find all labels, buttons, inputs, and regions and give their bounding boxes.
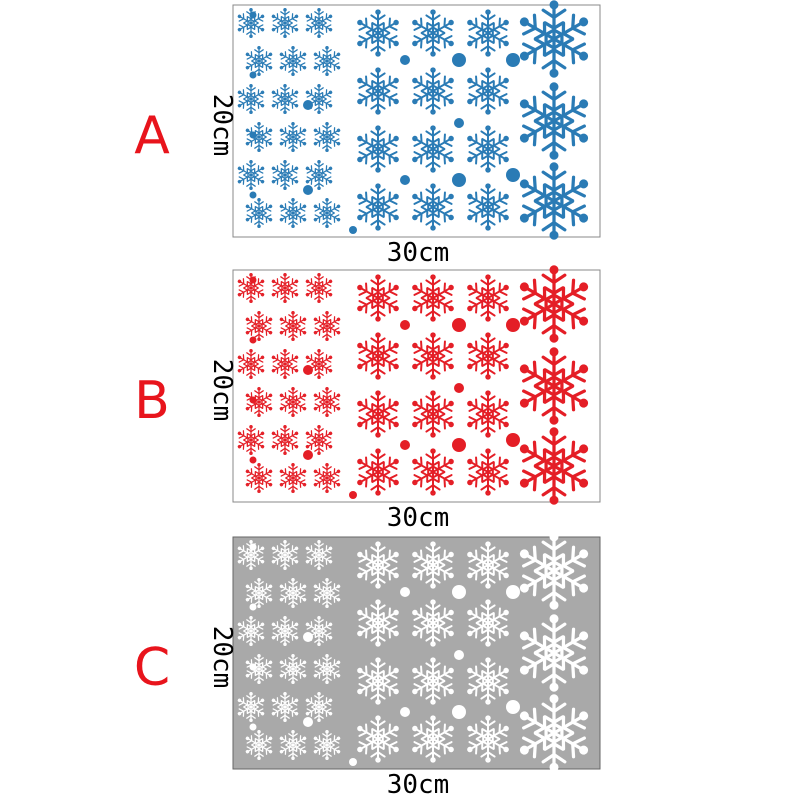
sticker-sheet <box>232 267 601 503</box>
dot <box>454 118 464 128</box>
dot <box>400 587 410 597</box>
dot <box>452 438 466 452</box>
dot <box>454 383 464 393</box>
dot <box>506 53 520 67</box>
dot <box>249 336 257 344</box>
dot <box>303 185 313 195</box>
dot <box>506 585 520 599</box>
dot <box>454 650 464 660</box>
width-label: 30cm <box>387 503 450 533</box>
dot <box>249 71 257 79</box>
dot <box>400 707 410 717</box>
dot <box>400 55 410 65</box>
variant-letter: B <box>134 371 170 431</box>
height-label: 20cm <box>207 359 237 422</box>
dot <box>303 365 313 375</box>
dot <box>400 440 410 450</box>
sticker-sheet <box>232 534 601 770</box>
dot <box>249 276 257 284</box>
dot <box>249 543 257 551</box>
dot <box>249 396 257 404</box>
dot <box>249 723 257 731</box>
dot <box>506 318 520 332</box>
dot <box>400 320 410 330</box>
dot <box>506 433 520 447</box>
dot <box>249 456 257 464</box>
dot <box>400 175 410 185</box>
height-label: 20cm <box>207 626 237 689</box>
dot <box>249 191 257 199</box>
dot <box>506 168 520 182</box>
dot <box>349 491 357 499</box>
variant-letter: C <box>134 638 170 698</box>
dot <box>349 758 357 766</box>
dot <box>303 100 313 110</box>
width-label: 30cm <box>387 238 450 268</box>
variant-letter: A <box>134 106 170 166</box>
dot <box>452 585 466 599</box>
dot <box>452 705 466 719</box>
dot <box>249 11 257 19</box>
dot <box>303 450 313 460</box>
dot <box>303 632 313 642</box>
dot <box>506 700 520 714</box>
dot <box>452 53 466 67</box>
dot <box>452 318 466 332</box>
dot <box>249 131 257 139</box>
dot <box>249 603 257 611</box>
dot <box>452 173 466 187</box>
dot <box>249 663 257 671</box>
width-label: 30cm <box>387 770 450 800</box>
sticker-sheet <box>232 2 601 238</box>
dot <box>303 717 313 727</box>
height-label: 20cm <box>207 94 237 157</box>
dot <box>349 226 357 234</box>
